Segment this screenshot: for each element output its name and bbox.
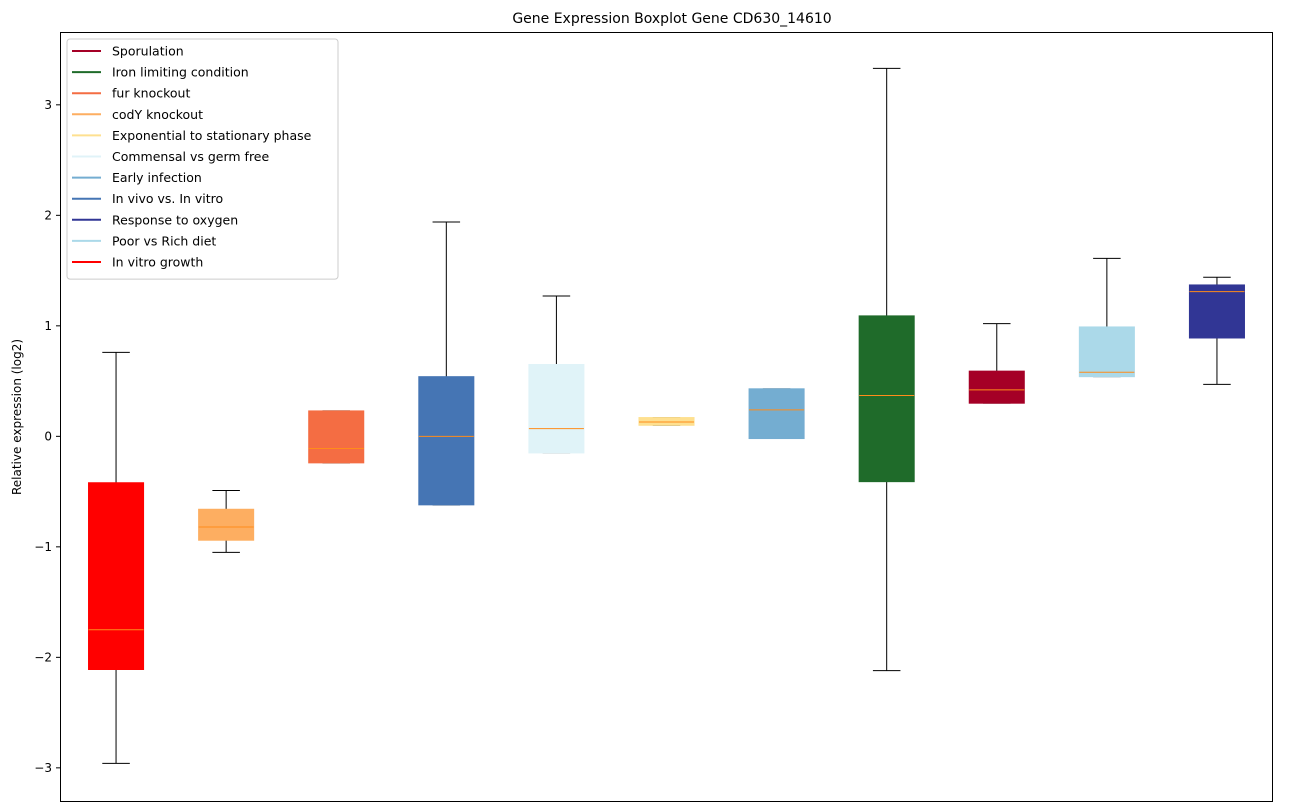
y-tick-label: −3 (34, 761, 52, 775)
y-tick-label: 0 (44, 429, 52, 443)
y-tick-label: 2 (44, 208, 52, 222)
legend-entry: Sporulation (72, 44, 184, 59)
legend-label: Exponential to stationary phase (112, 128, 312, 143)
plot-frame (60, 32, 1273, 802)
legend-entry: In vivo vs. In vitro (72, 191, 223, 206)
box-4 (418, 221, 475, 506)
box-2 (198, 489, 255, 553)
legend-entry: In vitro growth (72, 255, 203, 270)
y-tick-label: −2 (34, 650, 52, 664)
y-axis-label: Relative expression (log2) (10, 339, 24, 495)
box-body (528, 364, 585, 454)
legend-frame (66, 38, 339, 280)
box-5 (528, 295, 585, 454)
legend-entry: Early infection (72, 170, 202, 185)
legend-label: Iron limiting condition (112, 65, 249, 80)
legend-label: Poor vs Rich diet (112, 233, 216, 248)
legend-entry: Exponential to stationary phase (72, 128, 312, 143)
legend-label: fur knockout (112, 86, 190, 101)
legend-label: codY knockout (112, 107, 203, 122)
box-1 (88, 351, 145, 764)
box-3 (308, 410, 365, 464)
box-11 (1188, 276, 1245, 385)
legend-label: Sporulation (112, 44, 184, 59)
box-9 (968, 323, 1025, 404)
legend: Sporulation Iron limiting condition fur kn… (66, 38, 339, 280)
box-body (308, 410, 365, 464)
box-7 (748, 388, 805, 440)
box-body (418, 376, 475, 506)
legend-label: Commensal vs germ free (112, 149, 269, 164)
box-10 (1078, 257, 1135, 378)
legend-entry: fur knockout (72, 86, 190, 101)
y-axis: −3 −2 −1 0 1 2 3 (34, 98, 61, 775)
legend-label: In vitro growth (112, 255, 203, 270)
box-body (1078, 326, 1135, 378)
box-body (748, 388, 805, 440)
box-body (198, 508, 255, 541)
box-body (858, 315, 915, 483)
legend-label: Early infection (112, 170, 202, 185)
legend-entry: Poor vs Rich diet (72, 233, 216, 248)
legend-label: Response to oxygen (112, 212, 238, 227)
legend-entry: Commensal vs germ free (72, 149, 269, 164)
box-body (638, 417, 695, 426)
box-body (968, 370, 1025, 404)
y-tick-label: 1 (44, 319, 52, 333)
plot-area (88, 67, 1245, 764)
legend-label: In vivo vs. In vitro (112, 191, 223, 206)
box-body (1188, 284, 1245, 339)
box-8 (858, 67, 915, 672)
y-tick-label: 3 (44, 98, 52, 112)
box-body (88, 482, 145, 671)
y-tick-label: −1 (34, 540, 52, 554)
legend-entry: codY knockout (72, 107, 203, 122)
legend-entry: Response to oxygen (72, 212, 238, 227)
chart-title: Gene Expression Boxplot Gene CD630_14610 (512, 11, 831, 27)
legend-entry: Iron limiting condition (72, 65, 249, 80)
box-6 (638, 417, 695, 426)
